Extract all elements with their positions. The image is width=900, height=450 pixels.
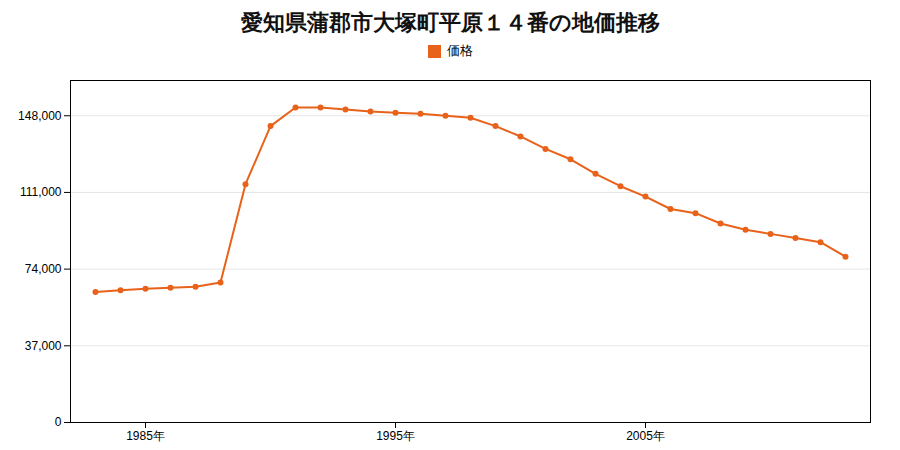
svg-text:37,000: 37,000 xyxy=(25,339,62,353)
html-text:愛知県蒲郡市大塚町平原１４番の地価推移: 愛知県蒲郡市大塚町平原１４番の地価推移 xyxy=(240,10,660,35)
svg-text:0: 0 xyxy=(55,415,62,429)
svg-text:74,000: 74,000 xyxy=(25,262,62,276)
svg-text:111,000: 111,000 xyxy=(20,185,62,199)
svg-text:1995年: 1995年 xyxy=(376,429,415,443)
svg-text:1985年: 1985年 xyxy=(126,429,165,443)
svg-text:2005年: 2005年 xyxy=(626,429,665,443)
svg-text:148,000: 148,000 xyxy=(18,109,62,123)
html-text:価格: 価格 xyxy=(446,43,473,58)
